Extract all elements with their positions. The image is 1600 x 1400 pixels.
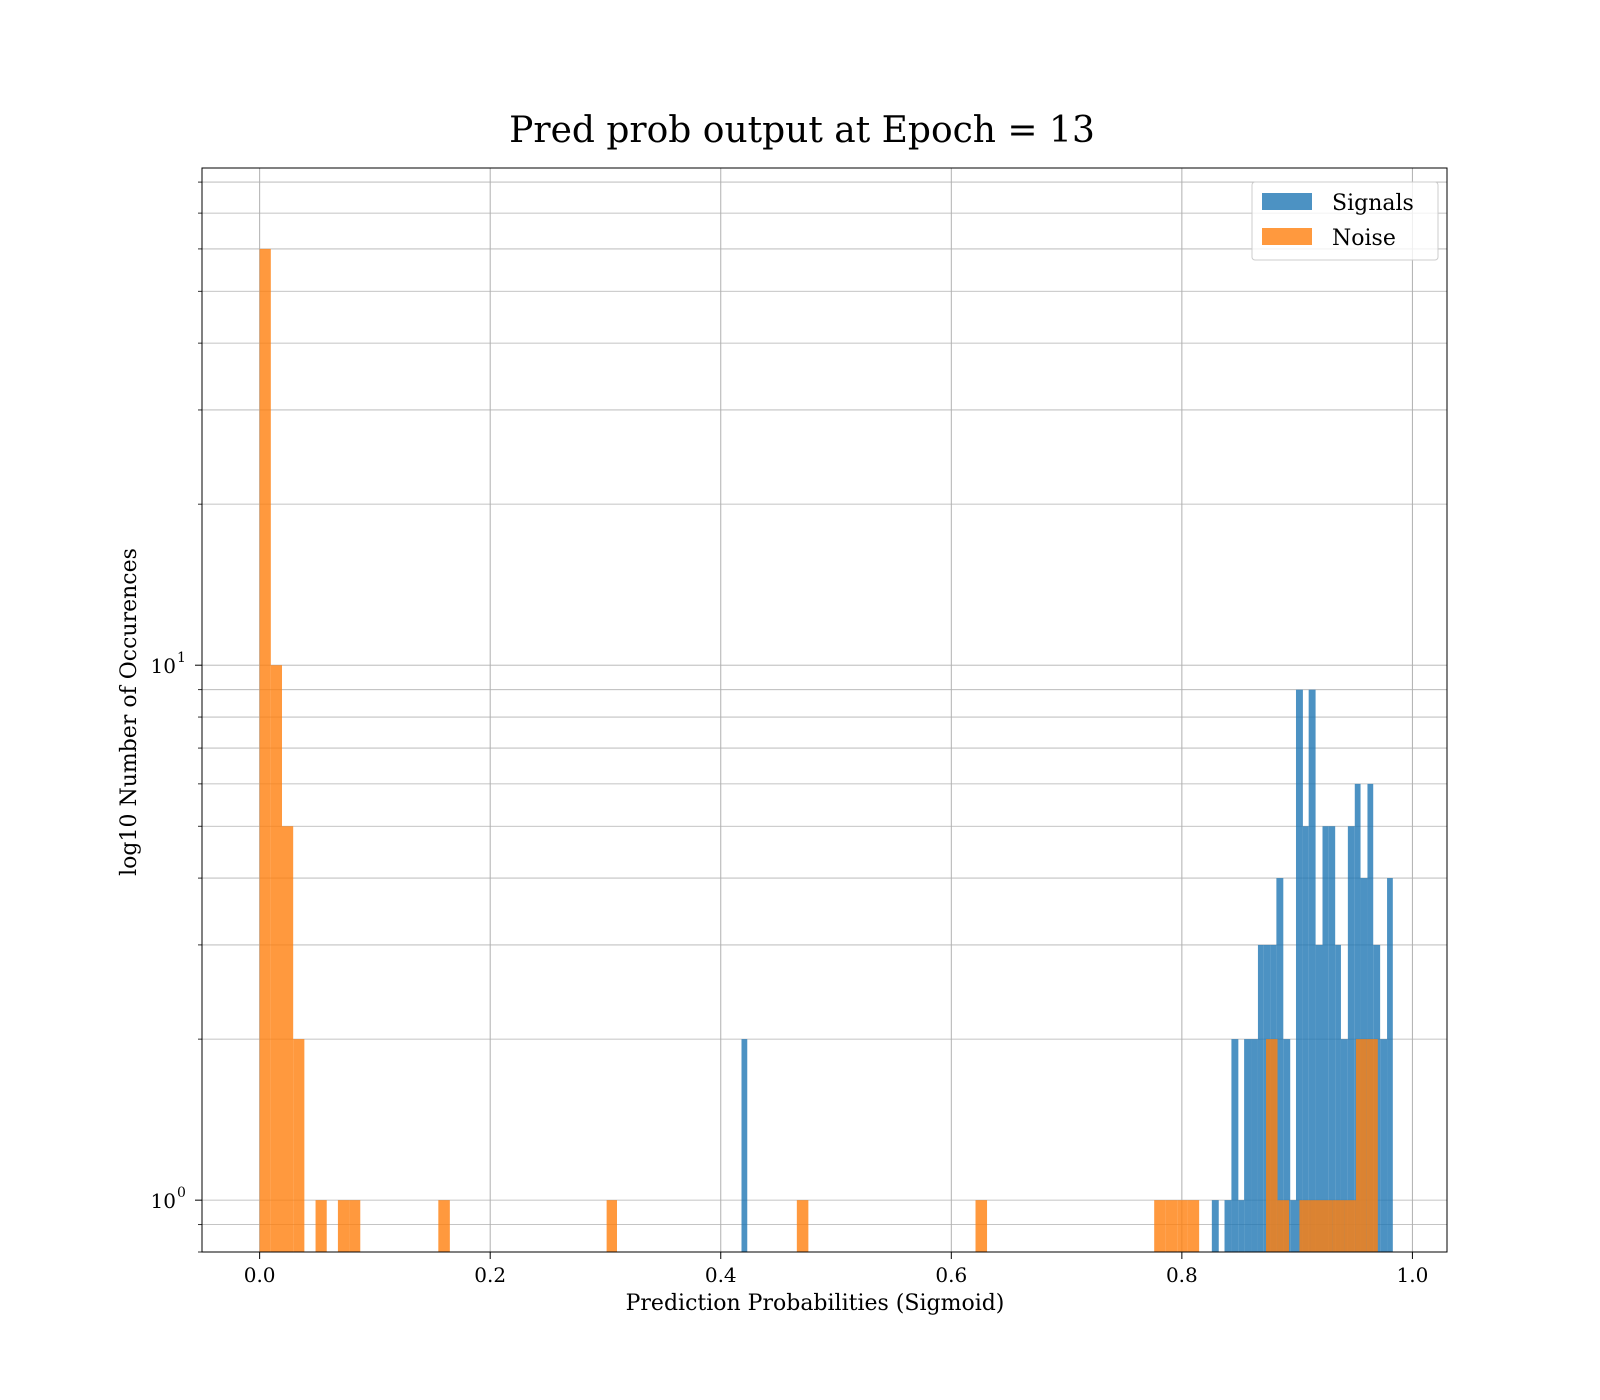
x-tick-label-1: 0.2 <box>474 1263 506 1287</box>
signals-bar-19 <box>1335 944 1341 1252</box>
x-tick-label-0: 0.0 <box>244 1263 276 1287</box>
legend: Signals Noise <box>1251 181 1439 261</box>
x-tick-label-2: 0.4 <box>705 1263 737 1287</box>
x-tick-label-3: 0.6 <box>935 1263 967 1287</box>
noise-bars <box>259 248 1378 1253</box>
signals-bar-11 <box>1283 1039 1291 1252</box>
noise-bar-23 <box>1366 1039 1378 1252</box>
noise-bar-19 <box>1322 1200 1333 1252</box>
x-axis-ticks: 0.0 0.2 0.4 0.6 0.8 1.0 <box>244 1252 1429 1287</box>
signals-bar-2 <box>1224 1200 1232 1252</box>
noise-bar-6 <box>349 1200 361 1252</box>
grid-lines <box>202 168 1447 1253</box>
signals-bar-6 <box>1251 1039 1258 1252</box>
noise-bar-0 <box>259 248 271 1253</box>
noise-bar-13 <box>1177 1200 1188 1252</box>
noise-bar-22 <box>1355 1039 1367 1252</box>
x-axis-label: Prediction Probabilities (Sigmoid) <box>626 1291 1005 1316</box>
signals-bar-24 <box>1367 783 1374 1252</box>
noise-bar-14 <box>1187 1200 1200 1252</box>
signals-bar-15 <box>1308 689 1316 1252</box>
noise-bar-10 <box>975 1200 988 1252</box>
signals-bar-12 <box>1290 1200 1296 1252</box>
legend-label-noise: Noise <box>1332 226 1396 251</box>
signals-bar-1 <box>1211 1200 1219 1252</box>
noise-bar-15 <box>1266 1039 1278 1252</box>
noise-bar-12 <box>1165 1200 1178 1252</box>
noise-bar-3 <box>293 1039 305 1252</box>
noise-bar-7 <box>438 1200 450 1252</box>
signals-bar-16 <box>1315 944 1323 1252</box>
legend-swatch-noise <box>1262 228 1312 245</box>
signals-bar-5 <box>1244 1039 1252 1252</box>
noise-bar-4 <box>315 1200 327 1252</box>
signals-bar-7 <box>1257 944 1264 1252</box>
signals-bar-3 <box>1231 1039 1239 1252</box>
noise-bar-21 <box>1344 1200 1356 1252</box>
noise-bar-17 <box>1299 1200 1311 1252</box>
signals-bar-27 <box>1387 878 1393 1252</box>
legend-label-signals: Signals <box>1332 191 1414 216</box>
noise-bar-18 <box>1310 1200 1323 1252</box>
noise-bar-9 <box>796 1200 809 1252</box>
noise-bar-20 <box>1332 1200 1345 1252</box>
signals-bar-22 <box>1354 783 1361 1252</box>
signals-bar-10 <box>1276 878 1284 1252</box>
noise-bar-1 <box>270 665 283 1252</box>
noise-bar-11 <box>1154 1200 1166 1252</box>
y-tick-exponent-1: 1 <box>177 650 186 666</box>
signals-bar-20 <box>1340 1039 1348 1252</box>
signals-bar-13 <box>1295 689 1303 1252</box>
signals-bar-14 <box>1302 826 1309 1252</box>
signals-bar-18 <box>1328 826 1336 1252</box>
x-tick-label-4: 0.8 <box>1166 1263 1198 1287</box>
noise-bar-16 <box>1277 1200 1290 1252</box>
y-tick-label-0: 10 <box>151 1189 176 1213</box>
legend-swatch-signals <box>1262 193 1312 210</box>
signals-bar-21 <box>1347 826 1355 1252</box>
signals-bar-17 <box>1322 826 1329 1252</box>
signals-bar-26 <box>1380 1039 1388 1252</box>
y-tick-label-1: 10 <box>151 654 176 678</box>
noise-bar-2 <box>282 826 294 1252</box>
signals-bar-4 <box>1238 1200 1245 1252</box>
chart-title: Pred prob output at Epoch = 13 <box>509 110 1095 151</box>
noise-bar-8 <box>606 1200 617 1252</box>
y-tick-exponent-0: 0 <box>177 1185 186 1201</box>
plot-frame <box>201 167 1448 1253</box>
signals-bar-0 <box>741 1039 748 1252</box>
y-axis-label: log10 Number of Occurences <box>117 548 142 876</box>
noise-bar-5 <box>337 1200 350 1252</box>
x-tick-label-5: 1.0 <box>1397 1263 1429 1287</box>
